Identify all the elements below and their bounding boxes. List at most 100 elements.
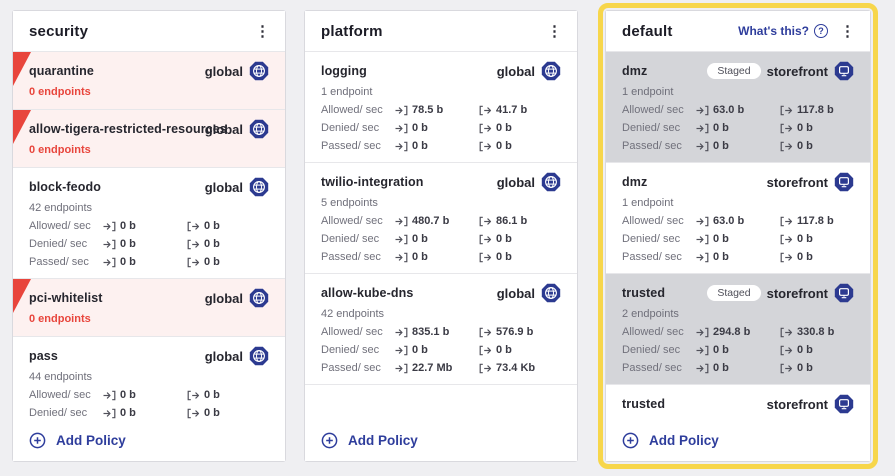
stat-ingress-value: 0 b xyxy=(412,251,428,263)
policy-name: allow-kube-dns xyxy=(321,286,414,300)
stat-egress-value: 0 b xyxy=(496,251,512,263)
tier-header: platform ⋮ xyxy=(305,11,577,52)
stat-egress: 0 b xyxy=(780,140,813,152)
policy-card[interactable]: allow-kube-dns global 42 endpoints Allow… xyxy=(305,274,577,385)
stat-ingress-value: 63.0 b xyxy=(713,104,745,116)
traffic-stats: Allowed/ sec 835.1 b 576.9 b Denied/ sec xyxy=(321,325,561,375)
policy-card[interactable]: trusted storefront xyxy=(606,385,870,422)
egress-arrow-icon xyxy=(187,408,200,418)
policy-card[interactable]: quarantine global 0 endpoints xyxy=(13,52,285,110)
traffic-stat-row: Denied/ sec 0 b 0 b xyxy=(29,406,269,420)
stat-ingress: 0 b xyxy=(696,122,780,134)
policy-card[interactable]: dmz Staged storefront 1 endpoint Allowed… xyxy=(606,52,870,163)
stat-label: Passed/ sec xyxy=(321,251,381,263)
storefront-icon xyxy=(834,394,854,414)
stat-egress-value: 0 b xyxy=(797,140,813,152)
stat-ingress-value: 0 b xyxy=(713,122,729,134)
stat-ingress: 0 b xyxy=(103,389,187,401)
globe-icon xyxy=(249,61,269,81)
policy-title-row: trusted Staged storefront xyxy=(622,283,854,303)
add-policy-button[interactable]: Add Policy xyxy=(13,423,285,461)
egress-arrow-icon xyxy=(479,234,492,244)
add-policy-button[interactable]: Add Policy xyxy=(606,423,870,461)
whats-this-link[interactable]: What's this? ? xyxy=(738,24,828,38)
kebab-menu-icon[interactable]: ⋮ xyxy=(544,22,565,41)
policy-scope-icon xyxy=(249,119,269,139)
stat-ingress-value: 0 b xyxy=(120,389,136,401)
policy-title-row: trusted storefront xyxy=(622,394,854,414)
policy-scope-label: global xyxy=(204,121,243,137)
stat-egress: 0 b xyxy=(187,389,220,401)
egress-arrow-icon xyxy=(187,221,200,231)
staged-badge: Staged xyxy=(707,285,761,301)
egress-arrow-icon xyxy=(479,363,492,373)
staged-badge: Staged xyxy=(707,63,761,79)
globe-icon xyxy=(249,119,269,139)
egress-arrow-icon xyxy=(479,327,492,337)
ingress-arrow-icon xyxy=(395,141,408,151)
policy-scope-icon xyxy=(249,346,269,366)
policy-scope-label: global xyxy=(204,348,243,364)
stat-ingress-value: 22.7 Mb xyxy=(412,362,453,374)
stat-egress: 117.8 b xyxy=(780,104,834,116)
policy-scope-label: global xyxy=(204,63,243,79)
stat-egress-value: 0 b xyxy=(204,220,220,232)
policy-title-row: quarantine global xyxy=(29,61,269,81)
stat-ingress: 0 b xyxy=(696,251,780,263)
stat-ingress-value: 0 b xyxy=(120,238,136,250)
egress-arrow-icon xyxy=(187,239,200,249)
stat-label: Passed/ sec xyxy=(622,251,682,263)
policy-card[interactable]: allow-tigera-restricted-resources global… xyxy=(13,110,285,168)
policy-scope-icon xyxy=(834,172,854,192)
stat-egress-value: 0 b xyxy=(496,122,512,134)
policy-title-row: dmz Staged storefront xyxy=(622,61,854,81)
stat-egress-value: 576.9 b xyxy=(496,326,534,338)
stat-label: Denied/ sec xyxy=(622,344,681,356)
tier-column: default What's this? ? ⋮ dmz Staged stor… xyxy=(598,3,878,469)
globe-icon xyxy=(541,172,561,192)
stat-ingress: 0 b xyxy=(103,407,187,419)
policy-card[interactable]: dmz storefront 1 endpoint Allowed/ sec 6 xyxy=(606,163,870,274)
policy-scope-label: global xyxy=(496,285,535,301)
policy-card[interactable]: pass global 44 endpoints Allowed/ sec xyxy=(13,337,285,423)
stat-label: Passed/ sec xyxy=(321,140,381,152)
policy-name: block-feodo xyxy=(29,180,101,194)
ingress-arrow-icon xyxy=(395,345,408,355)
stat-egress-value: 0 b xyxy=(204,256,220,268)
policy-scope-label: global xyxy=(496,174,535,190)
add-policy-button[interactable]: Add Policy xyxy=(305,423,577,461)
stat-ingress-value: 480.7 b xyxy=(412,215,450,227)
stat-ingress-value: 0 b xyxy=(713,140,729,152)
stat-egress-value: 86.1 b xyxy=(496,215,528,227)
policy-card[interactable]: logging global 1 endpoint Allowed/ sec xyxy=(305,52,577,163)
policy-card[interactable]: pci-whitelist global 0 endpoints xyxy=(13,279,285,337)
ingress-arrow-icon xyxy=(696,252,709,262)
policy-title-row: twilio-integration global xyxy=(321,172,561,192)
storefront-icon xyxy=(834,283,854,303)
circle-plus-icon xyxy=(622,432,639,448)
traffic-stat-row: Passed/ sec 0 b 0 b xyxy=(622,361,854,375)
egress-arrow-icon xyxy=(780,216,793,226)
policy-scope-icon xyxy=(834,283,854,303)
stat-ingress-value: 0 b xyxy=(713,362,729,374)
stat-egress-value: 330.8 b xyxy=(797,326,835,338)
kebab-menu-icon[interactable]: ⋮ xyxy=(837,22,858,41)
policy-scope-label: global xyxy=(204,290,243,306)
policy-card[interactable]: twilio-integration global 5 endpoints Al… xyxy=(305,163,577,274)
endpoint-count: 0 endpoints xyxy=(29,313,91,325)
egress-arrow-icon xyxy=(479,252,492,262)
traffic-stat-row: Passed/ sec 22.7 Mb 73.4 Kb xyxy=(321,361,561,375)
policy-card[interactable]: trusted Staged storefront 2 endpoints Al… xyxy=(606,274,870,385)
ingress-arrow-icon xyxy=(696,105,709,115)
stat-egress-value: 0 b xyxy=(204,238,220,250)
traffic-stat-row: Denied/ sec 0 b 0 b xyxy=(321,121,561,135)
stat-ingress-value: 835.1 b xyxy=(412,326,450,338)
stat-label: Allowed/ sec xyxy=(29,220,91,232)
tier-column: security ⋮ quarantine global xyxy=(12,10,286,462)
policy-title-row: pci-whitelist global xyxy=(29,288,269,308)
kebab-menu-icon[interactable]: ⋮ xyxy=(252,22,273,41)
policy-card[interactable]: block-feodo global 42 endpoints Allowed/… xyxy=(13,168,285,279)
stat-egress: 0 b xyxy=(187,407,220,419)
policy-scope-label: storefront xyxy=(766,285,828,301)
stat-ingress: 0 b xyxy=(395,140,479,152)
